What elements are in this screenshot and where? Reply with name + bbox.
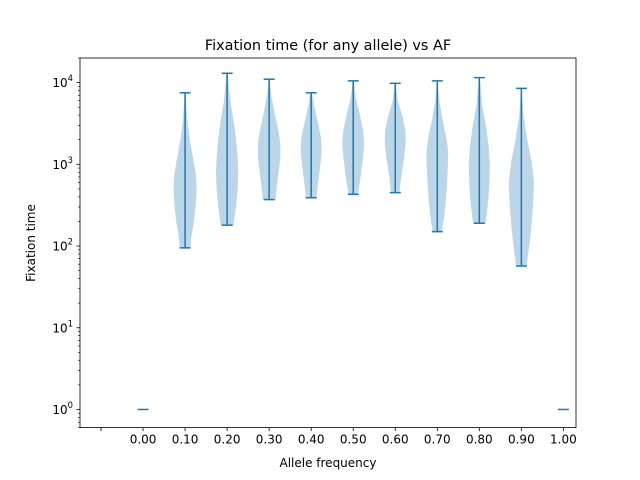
x-tick-label-1.00: 1.00 <box>550 433 577 447</box>
y-tick-label-4: 104 <box>52 73 73 90</box>
x-tick-label-0.90: 0.90 <box>508 433 535 447</box>
x-tick-label-0.80: 0.80 <box>466 433 493 447</box>
plot-area <box>137 72 569 411</box>
x-tick-label-0.30: 0.30 <box>256 433 283 447</box>
violin-0.40 <box>300 92 322 199</box>
violin-0.60 <box>384 82 406 194</box>
y-tick-label-0: 100 <box>52 400 73 417</box>
x-tick-label-0.10: 0.10 <box>172 433 199 447</box>
x-tick-label-0.50: 0.50 <box>340 433 367 447</box>
y-tick-label-2: 102 <box>52 237 73 254</box>
x-axis-ticks: 0.00 0.10 0.20 0.30 0.40 0.50 0.60 0.70 0.80 0.90… <box>100 427 577 447</box>
x-tick-label-0.40: 0.40 <box>298 433 325 447</box>
y-axis-label: Fixation time <box>24 204 38 282</box>
y-tick-label-3: 103 <box>52 155 73 172</box>
x-tick-label-0.60: 0.60 <box>382 433 409 447</box>
x-tick-label-0.20: 0.20 <box>214 433 241 447</box>
violin-0.20 <box>215 72 239 226</box>
y-tick-label-1: 101 <box>52 318 73 335</box>
violin-0.10 <box>173 92 197 249</box>
x-axis-label: Allele frequency <box>280 456 377 470</box>
violin-0.50 <box>342 80 365 196</box>
violin-0.80 <box>468 76 490 225</box>
y-axis-ticks: 100 101 102 103 104 <box>52 57 80 428</box>
chart-title: Fixation time (for any allele) vs AF <box>205 38 451 54</box>
x-tick-label-0.70: 0.70 <box>424 433 451 447</box>
axes-frame <box>79 57 577 429</box>
x-tick-label-0.00: 0.00 <box>130 433 157 447</box>
violin-0.30 <box>258 78 281 201</box>
violin-0.90 <box>508 87 534 267</box>
violin-0.70 <box>426 80 449 233</box>
